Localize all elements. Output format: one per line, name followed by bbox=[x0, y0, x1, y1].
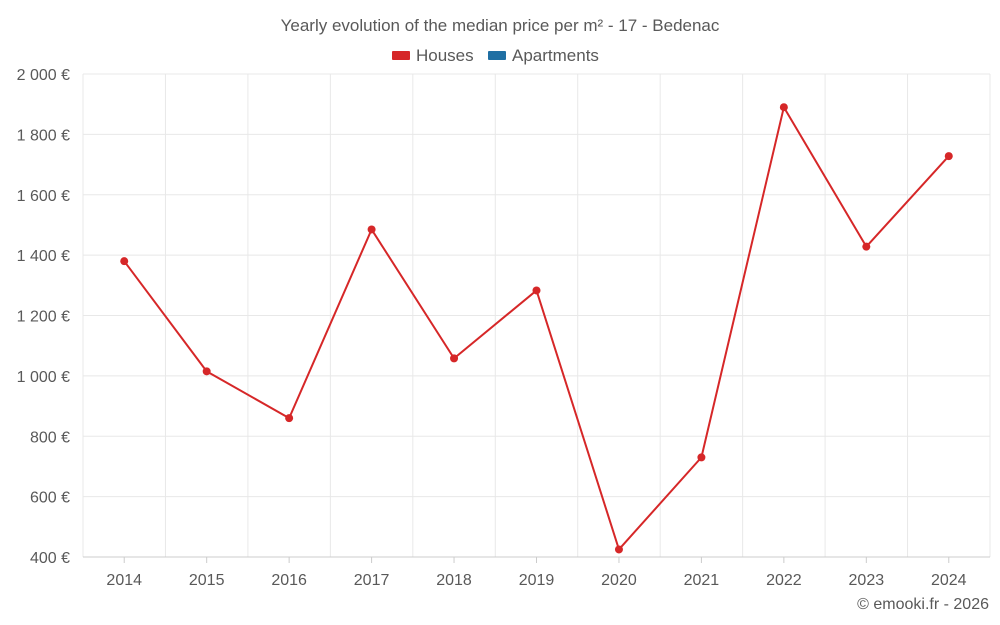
data-point-houses-2019[interactable] bbox=[532, 286, 541, 295]
data-point-houses-2014[interactable] bbox=[120, 257, 129, 266]
x-tick-label: 2020 bbox=[601, 572, 637, 589]
data-point-houses-2016[interactable] bbox=[285, 414, 294, 423]
y-tick-label: 600 € bbox=[30, 490, 70, 507]
y-axis: 400 € 600 € 800 € 1 000 € 1 200 € 1 400 € 1 60… bbox=[17, 67, 70, 567]
legend-swatch-houses bbox=[392, 51, 410, 60]
y-tick-label: 2 000 € bbox=[17, 67, 70, 84]
x-tick-label: 2014 bbox=[106, 572, 142, 589]
y-tick-label: 1 000 € bbox=[17, 369, 70, 386]
y-tick-label: 1 600 € bbox=[17, 188, 70, 205]
legend-label-apartments: Apartments bbox=[512, 46, 599, 65]
legend-item-houses[interactable]: Houses bbox=[392, 46, 474, 65]
x-tick-label: 2018 bbox=[436, 572, 472, 589]
x-tick-label: 2024 bbox=[931, 572, 967, 589]
x-tick-label: 2015 bbox=[189, 572, 225, 589]
data-point-houses-2021[interactable] bbox=[697, 453, 706, 462]
x-tick-label: 2023 bbox=[849, 572, 885, 589]
y-tick-label: 800 € bbox=[30, 429, 70, 446]
data-point-houses-2018[interactable] bbox=[450, 354, 459, 363]
legend: Houses Apartments bbox=[392, 46, 599, 65]
data-point-houses-2015[interactable] bbox=[202, 367, 211, 376]
legend-label-houses: Houses bbox=[416, 46, 474, 65]
x-tick-label: 2016 bbox=[271, 572, 307, 589]
credit-text: © emooki.fr - 2026 bbox=[857, 596, 989, 613]
data-point-houses-2022[interactable] bbox=[779, 103, 788, 112]
y-tick-label: 400 € bbox=[30, 550, 70, 567]
plot-area bbox=[120, 103, 953, 554]
x-tick-label: 2017 bbox=[354, 572, 390, 589]
y-tick-label: 1 800 € bbox=[17, 127, 70, 144]
legend-item-apartments[interactable]: Apartments bbox=[488, 46, 599, 65]
x-tick-label: 2022 bbox=[766, 572, 802, 589]
x-tick-label: 2019 bbox=[519, 572, 555, 589]
data-point-houses-2024[interactable] bbox=[944, 152, 953, 161]
x-axis: 2014 2015 2016 2017 2018 2019 2020 2021 2022 2023… bbox=[83, 556, 990, 589]
x-tick-label: 2021 bbox=[684, 572, 720, 589]
chart-title: Yearly evolution of the median price per… bbox=[281, 16, 720, 35]
grid bbox=[82, 73, 991, 558]
y-tick-label: 1 400 € bbox=[17, 248, 70, 265]
legend-swatch-apartments bbox=[488, 51, 506, 60]
data-point-houses-2017[interactable] bbox=[367, 225, 376, 234]
data-point-houses-2023[interactable] bbox=[862, 242, 871, 251]
data-point-houses-2020[interactable] bbox=[614, 545, 623, 554]
y-tick-label: 1 200 € bbox=[17, 309, 70, 326]
